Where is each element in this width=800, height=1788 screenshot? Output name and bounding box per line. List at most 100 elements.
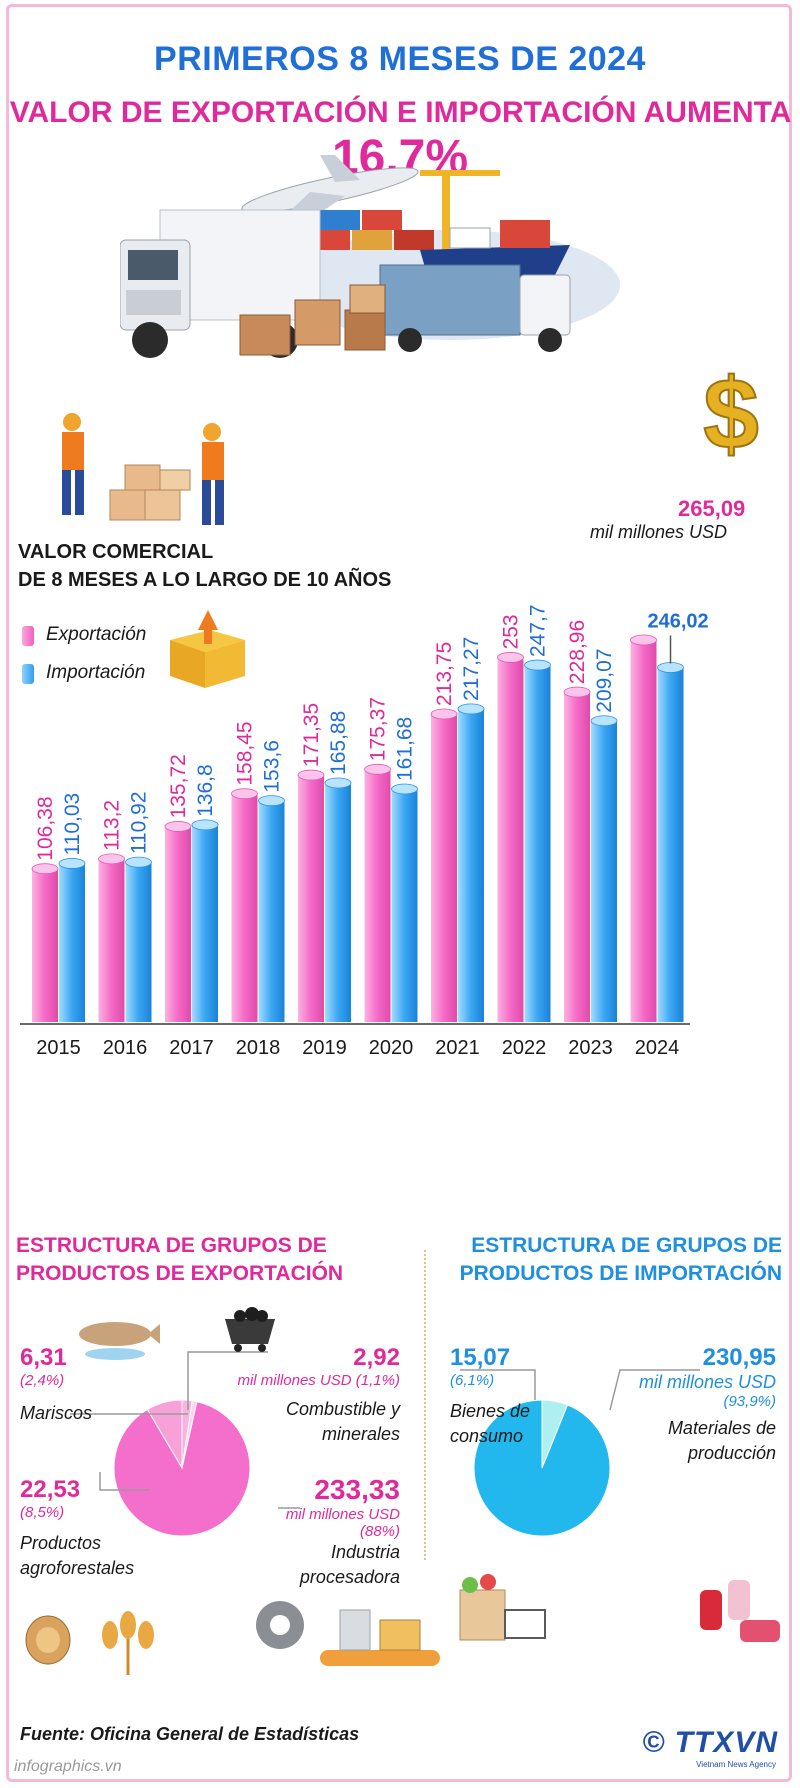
- import-value-label-2018: 153,6: [261, 740, 284, 793]
- container-stack-icon: [310, 210, 434, 250]
- year-label-2023: 2023: [568, 1037, 613, 1059]
- chart-unit: mil millones USD: [590, 522, 728, 542]
- export-bar-cap-2022: [497, 652, 524, 663]
- materials-label-line1: Materiales de: [667, 1418, 776, 1438]
- agro-label-line2: agroforestales: [20, 1558, 135, 1578]
- export-bar-2022: [497, 657, 524, 1022]
- export-structure-title-line2: PRODUCTOS DE EXPORTACIÓN: [16, 1262, 344, 1285]
- fuel-label-line1: Combustible y: [285, 1399, 400, 1419]
- agro-pct: (8,5%): [20, 1504, 65, 1521]
- import-value-label-2019: 165,88: [327, 711, 350, 775]
- export-agro: 22,53 (8,5%) Productos agroforestales: [20, 1476, 134, 1581]
- fuel-label-line2: minerales: [321, 1424, 400, 1444]
- connector-consumer: [460, 1369, 536, 1400]
- export-value-label-2018: 158,45: [234, 721, 257, 785]
- export-bar-cap-2017: [164, 821, 192, 832]
- import-bar-2016: [125, 862, 152, 1022]
- workers-illustration: [62, 413, 224, 525]
- export-value-label-2019: 171,35: [300, 703, 323, 767]
- import-bar-cap-2017: [191, 819, 219, 831]
- worker-icon: [62, 413, 84, 515]
- export-bar-cap-2023: [563, 686, 591, 698]
- import-value-label-2020: 161,68: [394, 717, 417, 781]
- site-credit: infographics.vn: [14, 1758, 122, 1775]
- import-pie-chart: [460, 1369, 700, 1537]
- export-structure-title: ESTRUCTURA DE GRUPOS DE PRODUCTOS DE EXP…: [16, 1232, 343, 1288]
- chart-title-line2: DE 8 MESES A LO LARGO DE 10 AÑOS: [18, 569, 392, 591]
- year-label-2019: 2019: [302, 1037, 347, 1059]
- import-bar-cap-2016: [125, 856, 152, 868]
- legend-label-export: Exportación: [46, 624, 147, 645]
- export-bar-2017: [165, 826, 191, 1022]
- industry-pct: (88%): [359, 1523, 400, 1540]
- export-value-label-2016: 113,2: [101, 800, 124, 851]
- export-bar-cap-2015: [31, 863, 59, 875]
- export-value-label-2023: 228,96: [566, 620, 589, 684]
- year-label-2018: 2018: [236, 1037, 281, 1059]
- year-label-2022: 2022: [502, 1037, 547, 1059]
- coal-cart-icon: [225, 1307, 275, 1352]
- dollar-icon: $: [702, 360, 760, 470]
- consumer-pct: (6,1%): [450, 1372, 495, 1389]
- import-bar-2024: [657, 667, 684, 1022]
- materials-value: 230,95: [702, 1344, 776, 1371]
- export-value-label-2015: 106,38: [34, 796, 57, 860]
- agency-name: TTXVN: [674, 1726, 778, 1759]
- import-value-label-2022: 247,7: [527, 604, 550, 657]
- export-bar-cap-2020: [364, 763, 391, 775]
- year-label-2015: 2015: [36, 1037, 81, 1059]
- export-pie-slice-2: [113, 1401, 251, 1537]
- bar-chart: 106,38 110,03 2015 113,2 110,92 2016 135,72 136…: [20, 604, 709, 1059]
- agro-value: 22,53: [20, 1476, 81, 1503]
- thread-spools-icon: [700, 1580, 780, 1642]
- subtitle-text: VALOR DE EXPORTACIÓN E IMPORTACIÓN AUMEN…: [9, 96, 791, 129]
- import-bar-cap-2019: [324, 777, 352, 789]
- year-label-2024: 2024: [635, 1037, 680, 1059]
- export-bar-2019: [298, 775, 324, 1022]
- import-bar-cap-2024: [657, 662, 684, 673]
- import-value-label-2016: 110,92: [128, 791, 151, 854]
- connector-fuel: [187, 1351, 268, 1410]
- export-pie-slice-0: [181, 1399, 193, 1469]
- import-value-label-2021: 217,27: [460, 637, 483, 701]
- agro-label-line1: Productos: [20, 1533, 102, 1553]
- wood-log-icon: [25, 1615, 71, 1665]
- import-bar-cap-2020: [391, 783, 418, 795]
- export-bar-cap-2019: [297, 769, 325, 781]
- export-box-icon: [170, 610, 245, 688]
- import-value-label-2023: 209,07: [593, 648, 616, 712]
- export-bar-2023: [564, 692, 590, 1022]
- seafood-value: 6,31: [20, 1344, 67, 1371]
- export-bar-cap-2024: [630, 634, 657, 646]
- export-value-label-2020: 175,37: [367, 697, 390, 761]
- container-truck-icon: [379, 264, 571, 352]
- import-bar-2022: [524, 665, 551, 1022]
- year-label-2021: 2021: [435, 1037, 480, 1059]
- import-bar-cap-2022: [524, 659, 551, 671]
- agriculture-icons: [25, 1611, 154, 1675]
- export-bar-2021: [431, 713, 457, 1022]
- import-bar-cap-2015: [58, 858, 86, 869]
- seafood-label: Mariscos: [20, 1403, 93, 1423]
- import-bar-2021: [458, 708, 484, 1022]
- export-fuel: 2,92 mil millones USD (1,1%) Combustible…: [237, 1344, 400, 1447]
- materials-unit: mil millones USD: [638, 1372, 776, 1392]
- import-structure-title-line2: PRODUCTOS DE IMPORTACIÓN: [459, 1262, 782, 1285]
- export-bar-2016: [98, 858, 125, 1022]
- export-seafood: 6,31 (2,4%) Mariscos: [20, 1344, 92, 1426]
- import-bar-2020: [391, 789, 418, 1022]
- export-pie-chart: [70, 1351, 300, 1537]
- gear-icon: [256, 1601, 304, 1649]
- import-value-label-2024: 246,02: [648, 610, 709, 632]
- export-bar-2024: [630, 640, 657, 1022]
- year-label-2016: 2016: [103, 1037, 148, 1059]
- chart-legend: Exportación Importación: [22, 620, 192, 690]
- year-label-2020: 2020: [369, 1037, 414, 1059]
- export-bar-cap-2021: [430, 708, 458, 720]
- export-industry: 233,33 mil millones USD (88%) Industria …: [286, 1474, 400, 1590]
- agency-logo: © TTXVN: [642, 1726, 778, 1760]
- import-value-label-2017: 136,8: [194, 764, 217, 817]
- import-pie-slice-1: [473, 1399, 611, 1537]
- industry-value: 233,33: [314, 1474, 400, 1505]
- import-bar-2023: [591, 720, 617, 1022]
